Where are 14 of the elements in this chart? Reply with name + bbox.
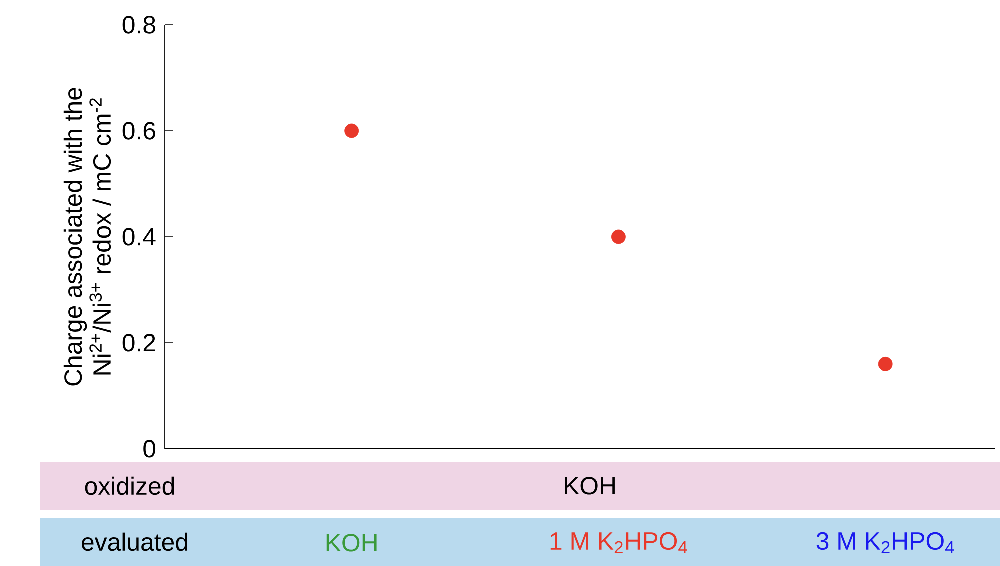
text: evaluated [82, 532, 188, 552]
y-tick-label: 0.8 [122, 16, 156, 34]
point [344, 124, 360, 138]
x-tick-label: 1 M K$_{2}$HPO$_{4}$ [550, 532, 688, 554]
text: KOH [565, 477, 615, 495]
point [612, 230, 626, 244]
y-tick-label: 0.4 [122, 228, 156, 246]
y-tick-label: 0 [144, 440, 156, 458]
x-tick-label: 3 M K$_{2}$HPO$_{4}$ [816, 532, 954, 554]
y-tick-label: 0.2 [122, 334, 156, 352]
x-tick-label: KOH [326, 534, 377, 552]
point [878, 356, 893, 372]
y-tick-label: 0.6 [122, 122, 156, 140]
text: oxidized [85, 476, 174, 496]
